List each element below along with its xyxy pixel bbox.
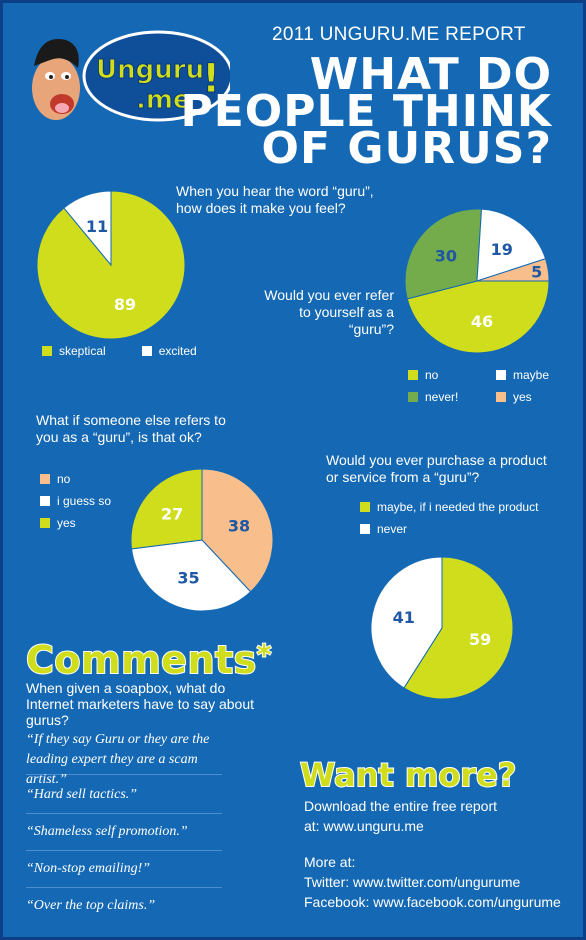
legend-label: i guess so	[57, 494, 112, 508]
legend-item: never!	[408, 386, 496, 408]
twitter-link[interactable]: Twitter: www.twitter.com/ungurume	[304, 874, 521, 890]
logo-text: Unguru	[96, 55, 204, 85]
legend-label: no	[425, 368, 439, 382]
logo-text-2: .me	[136, 85, 191, 115]
pie-slice-i-guess-so	[131, 539, 252, 612]
legend-item: excited	[141, 340, 197, 362]
quote-list: “If they say Guru or they are the leadin…	[26, 730, 222, 916]
pie-slice-excited	[63, 190, 112, 267]
chart3-pie: 38 35 27	[130, 468, 274, 612]
comments-intro: When given a soapbox, what do Internet m…	[26, 680, 255, 728]
more-at-label: More at:	[304, 854, 356, 870]
pie-value-label: 41	[393, 608, 415, 627]
chart3-question: What if someone else refers to you as a …	[36, 412, 226, 445]
legend-item: maybe, if i needed the product	[360, 496, 538, 518]
legend-item: i guess so	[40, 490, 111, 512]
chart4-pie: 59 41	[370, 556, 514, 700]
chart1-question: When you hear the word “guru”, how does …	[176, 183, 374, 216]
want-more-title: Want more?	[299, 755, 517, 795]
legend-swatch	[496, 392, 506, 402]
quote-divider	[26, 774, 222, 775]
chart4-question: Would you ever purchase a product or ser…	[326, 452, 547, 485]
legend-swatch	[40, 518, 50, 528]
download-text: Download the entire free report	[304, 798, 497, 814]
quote-item: “Hard sell tactics.”	[26, 787, 138, 802]
asterisk: *	[256, 637, 273, 672]
headline-line-3: OF GURUS?	[261, 123, 552, 174]
legend-item: maybe	[496, 364, 568, 386]
legend-swatch	[360, 502, 370, 512]
legend-swatch	[408, 370, 418, 380]
more-info: Download the entire free report at: www.…	[304, 796, 561, 912]
comments-title-text: Comments	[25, 637, 257, 683]
pie-slice-never	[370, 556, 443, 689]
chart4-legend: maybe, if i needed the product never	[360, 496, 538, 540]
logo-mark: !	[202, 56, 220, 102]
legend-item: no	[408, 364, 496, 386]
legend-label: no	[57, 472, 71, 486]
legend-item: yes	[496, 386, 568, 408]
legend-label: maybe, if i needed the product	[377, 500, 539, 514]
chart3-legend: no i guess so yes	[40, 468, 111, 534]
chart2-pie: 46 30 19 5	[404, 208, 550, 354]
legend-label: never	[377, 522, 408, 536]
quote-item: “Shameless self promotion.”	[26, 824, 188, 839]
headline-line-1: WHAT DO	[309, 49, 552, 100]
legend-item: yes	[40, 512, 111, 534]
unguru-logo: Unguru .me !	[32, 30, 230, 122]
quote-item: “Non-stop emailing!”	[26, 861, 151, 876]
pie-value-label: 5	[531, 263, 542, 282]
legend-label: excited	[158, 344, 197, 358]
legend-label: skeptical	[59, 344, 106, 358]
pie-value-label: 11	[86, 217, 108, 236]
chart1-legend: skeptical excited	[42, 340, 197, 362]
quote-divider	[26, 813, 222, 814]
chart2-question: Would you ever refer to yourself as a “g…	[264, 287, 394, 337]
legend-swatch	[42, 346, 52, 356]
quote-divider	[26, 850, 222, 851]
legend-item: no	[40, 468, 111, 490]
pie-slice-never	[404, 208, 483, 300]
legend-swatch	[360, 524, 370, 534]
pie-slice-yes	[130, 468, 203, 550]
pie-value-label: 89	[114, 295, 136, 314]
report-title: 2011 UNGURU.ME REPORT	[272, 24, 526, 45]
pie-value-label: 35	[177, 568, 199, 587]
pie-value-label: 46	[471, 312, 493, 331]
headline-line-2: PEOPLE THINK	[180, 86, 552, 137]
legend-item: never	[360, 518, 538, 540]
chart2-legend: no maybe never! yes	[408, 364, 568, 408]
legend-label: yes	[57, 516, 76, 530]
legend-swatch	[40, 496, 50, 506]
comments-title: Comments*	[25, 637, 273, 683]
pie-slice-no	[406, 280, 550, 354]
legend-swatch	[141, 346, 152, 356]
legend-label: never!	[425, 390, 459, 404]
pie-value-label: 59	[469, 630, 491, 649]
pie-slice-skeptical	[36, 190, 186, 340]
pie-value-label: 27	[161, 505, 183, 524]
legend-item: skeptical	[42, 340, 106, 362]
legend-label: maybe	[513, 368, 550, 382]
chart1-pie: 89 11	[36, 190, 186, 340]
page-headline: WHAT DO PEOPLE THINK OF GURUS?	[180, 49, 553, 174]
pie-slice-maybe-if-i-needed-the-product	[403, 556, 514, 700]
legend-swatch	[496, 370, 506, 380]
legend-swatch	[408, 392, 418, 402]
pie-value-label: 30	[435, 246, 457, 265]
legend-swatch	[40, 474, 50, 484]
quote-divider	[26, 887, 222, 888]
pie-slice-yes	[476, 258, 550, 282]
quote-item: “If they say Guru or they are the leadin…	[26, 732, 210, 787]
facebook-link[interactable]: Facebook: www.facebook.com/ungurume	[304, 894, 561, 910]
report-link[interactable]: at: www.unguru.me	[304, 818, 424, 834]
pie-value-label: 19	[491, 240, 513, 259]
quote-item: “Over the top claims.”	[26, 898, 156, 913]
pie-slice-no	[201, 468, 274, 593]
legend-label: yes	[513, 390, 532, 404]
pie-slice-maybe	[476, 208, 547, 282]
pie-value-label: 38	[228, 516, 250, 535]
